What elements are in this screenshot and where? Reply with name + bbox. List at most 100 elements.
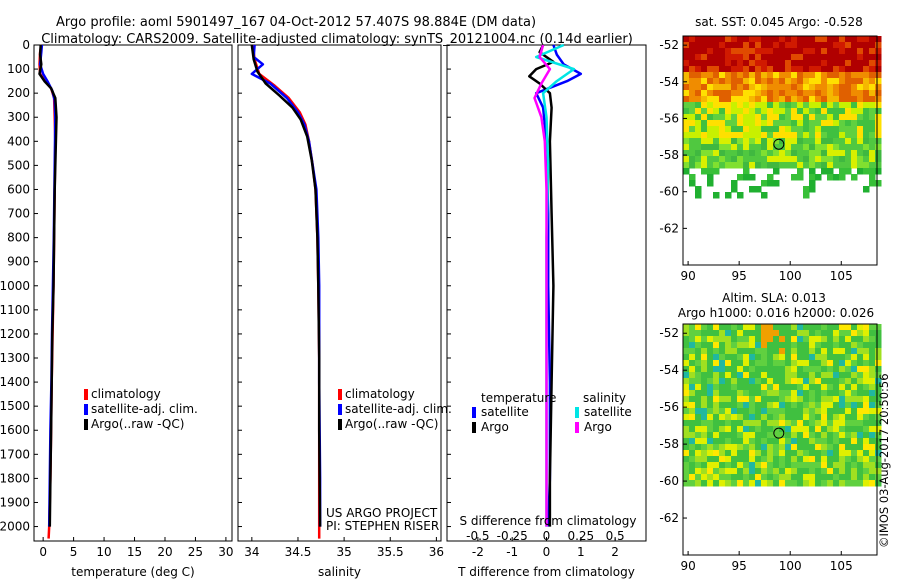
heatmap-cell [767, 372, 774, 379]
heatmap-cell [731, 366, 738, 373]
heatmap-cell [875, 126, 882, 133]
heatmap-cell [707, 474, 714, 481]
heatmap-cell [851, 444, 858, 451]
heatmap-cell [749, 126, 756, 133]
heatmap-cell [791, 66, 798, 73]
heatmap-cell [755, 108, 762, 115]
heatmap-cell [815, 138, 822, 145]
heatmap-cell [875, 120, 882, 127]
heatmap-cell [767, 396, 774, 403]
heatmap-cell [803, 90, 810, 97]
heatmap-cell [851, 468, 858, 475]
heatmap-cell [785, 330, 792, 337]
heatmap-cell [731, 450, 738, 457]
heatmap-cell [719, 432, 726, 439]
heatmap-cell [737, 390, 744, 397]
heatmap-cell [719, 144, 726, 151]
x-tick-label: 90 [680, 269, 695, 283]
heatmap-cell [755, 60, 762, 67]
heatmap-cell [869, 456, 876, 463]
heatmap-cell [731, 186, 738, 193]
heatmap-cell [857, 396, 864, 403]
heatmap-cell [701, 66, 708, 73]
heatmap-cell [701, 354, 708, 361]
heatmap-cell [725, 150, 732, 157]
heatmap-cell [851, 36, 858, 43]
heatmap-cell [845, 450, 852, 457]
heatmap-cell [785, 468, 792, 475]
heatmap-cell [875, 60, 882, 67]
heatmap-cell [785, 432, 792, 439]
heatmap-cell [755, 360, 762, 367]
heatmap-cell [701, 408, 708, 415]
heatmap-cell [707, 156, 714, 163]
heatmap-cell [737, 342, 744, 349]
heatmap-cell [713, 114, 720, 121]
heatmap-cell [821, 114, 828, 121]
heatmap-cell [815, 348, 822, 355]
heatmap-cell [845, 336, 852, 343]
heatmap-cell [857, 444, 864, 451]
heatmap-cell [755, 372, 762, 379]
heatmap-cell [851, 384, 858, 391]
heatmap-cell [719, 330, 726, 337]
heatmap-cell [719, 444, 726, 451]
heatmap-cell [833, 474, 840, 481]
heatmap-cell [737, 474, 744, 481]
heatmap-cell [857, 474, 864, 481]
heatmap-cell [857, 426, 864, 433]
heatmap-cell [719, 156, 726, 163]
x-tick-label: 95 [732, 269, 747, 283]
heatmap-cell [863, 78, 870, 85]
heatmap-cell [749, 438, 756, 445]
heatmap-cell [719, 402, 726, 409]
heatmap-cell [737, 384, 744, 391]
heatmap-cell [749, 120, 756, 127]
heatmap-cell [725, 426, 732, 433]
heatmap-cell [815, 360, 822, 367]
heatmap-cell [785, 354, 792, 361]
heatmap-cell [827, 444, 834, 451]
heatmap-cell [689, 60, 696, 67]
heatmap-cell [821, 102, 828, 109]
heatmap-cell [821, 348, 828, 355]
heatmap-cell [797, 372, 804, 379]
heatmap-cell [833, 72, 840, 79]
heatmap-cell [809, 144, 816, 151]
heatmap-cell [761, 156, 768, 163]
heatmap-cell [761, 78, 768, 85]
heatmap-cell [779, 102, 786, 109]
heatmap-cell [773, 120, 780, 127]
heatmap-cell [869, 72, 876, 79]
heatmap-cell [815, 426, 822, 433]
heatmap-cell [851, 144, 858, 151]
heatmap-cell [869, 102, 876, 109]
heatmap-cell [719, 72, 726, 79]
heatmap-cell [815, 384, 822, 391]
heatmap-cell [845, 420, 852, 427]
heatmap-cell [713, 60, 720, 67]
heatmap-cell [707, 324, 714, 331]
heatmap-cell [827, 132, 834, 139]
heatmap-cell [875, 396, 882, 403]
heatmap-cell [773, 108, 780, 115]
heatmap-cell [797, 108, 804, 115]
heatmap-cell [803, 96, 810, 103]
heatmap-cell [833, 90, 840, 97]
heatmap-cell [719, 336, 726, 343]
heatmap-cell [845, 474, 852, 481]
heatmap-cell [683, 426, 690, 433]
heatmap-cell [857, 402, 864, 409]
heatmap-cell [869, 174, 876, 181]
heatmap-cell [863, 474, 870, 481]
heatmap-cell [857, 360, 864, 367]
heatmap-cell [797, 162, 804, 169]
heatmap-cell [869, 450, 876, 457]
heatmap-cell [683, 438, 690, 445]
heatmap-cell [785, 474, 792, 481]
heatmap-cell [839, 342, 846, 349]
heatmap-cell [791, 408, 798, 415]
heatmap-cell [737, 408, 744, 415]
heatmap-cell [743, 480, 750, 487]
heatmap-cell [731, 96, 738, 103]
